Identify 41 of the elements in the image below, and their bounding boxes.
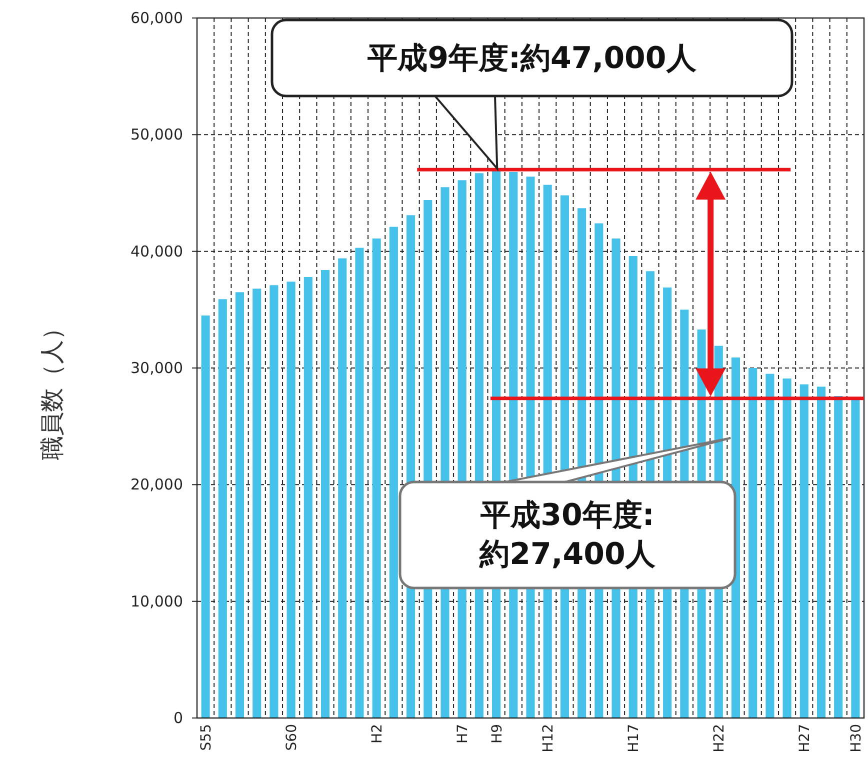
x-tick-label: S60 bbox=[284, 724, 300, 751]
x-tick-label: H17 bbox=[626, 724, 642, 752]
y-tick-label: 30,000 bbox=[130, 359, 183, 377]
x-tick-label: H30 bbox=[848, 724, 864, 752]
callout: 平成9年度:約47,000人 bbox=[270, 18, 794, 172]
y-tick-label: 50,000 bbox=[130, 126, 183, 144]
bar bbox=[800, 384, 808, 718]
bar bbox=[389, 226, 398, 718]
y-tick-label: 60,000 bbox=[130, 9, 183, 27]
bar bbox=[286, 282, 296, 718]
bar bbox=[355, 248, 364, 718]
x-tick-label: H12 bbox=[540, 724, 557, 752]
bar bbox=[816, 386, 826, 718]
bar bbox=[304, 277, 312, 718]
bar bbox=[338, 258, 347, 718]
bar bbox=[748, 368, 758, 718]
bar bbox=[235, 292, 244, 718]
y-axis-title: 職員数（人） bbox=[38, 316, 66, 460]
bar bbox=[766, 374, 774, 718]
bar bbox=[782, 378, 792, 718]
bar bbox=[218, 299, 227, 718]
bar bbox=[270, 285, 278, 718]
callout: 平成30年度: 約27,400人 bbox=[398, 437, 736, 590]
annotation: 平成30年度: 約27,400人 bbox=[478, 497, 656, 574]
x-tick-label: H7 bbox=[455, 724, 472, 744]
bar bbox=[372, 238, 381, 718]
x-tick-label: H2 bbox=[370, 724, 386, 744]
y-tick-label: 10,000 bbox=[130, 592, 183, 610]
x-tick-label: H27 bbox=[797, 724, 814, 752]
bar bbox=[851, 398, 860, 718]
x-tick-label: H9 bbox=[489, 724, 506, 744]
bar bbox=[834, 396, 843, 718]
bar bbox=[320, 270, 330, 718]
bar bbox=[201, 316, 210, 718]
annotation: 平成9年度:約47,000人 bbox=[366, 40, 698, 78]
x-tick-label: S55 bbox=[198, 724, 215, 751]
y-tick-label: 40,000 bbox=[130, 242, 183, 260]
y-tick-label: 0 bbox=[173, 709, 183, 727]
y-tick-label: 20,000 bbox=[130, 476, 183, 494]
x-tick-label: H22 bbox=[712, 724, 728, 752]
bar bbox=[252, 288, 262, 718]
